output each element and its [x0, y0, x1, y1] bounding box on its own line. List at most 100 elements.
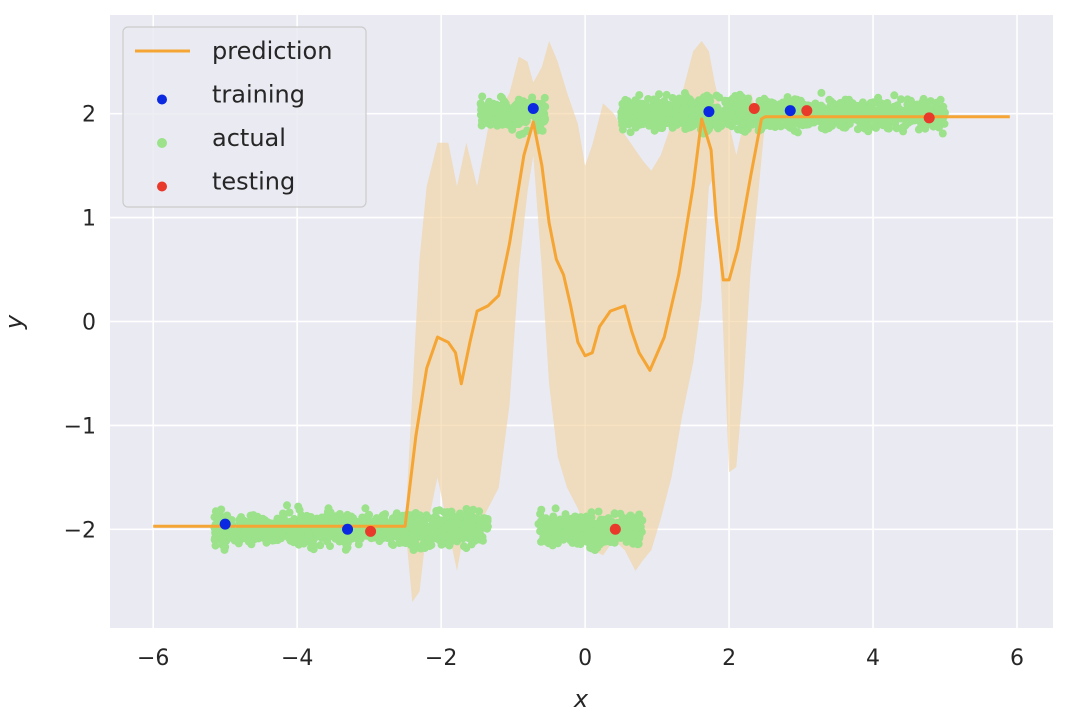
actual-point	[636, 109, 645, 117]
actual-point	[536, 517, 545, 526]
actual-point	[587, 508, 596, 517]
actual-point	[539, 533, 548, 542]
actual-point	[771, 118, 780, 127]
actual-point	[855, 102, 864, 110]
actual-point	[437, 516, 445, 525]
actual-point	[676, 112, 685, 121]
actual-point	[279, 509, 287, 518]
actual-point	[909, 106, 918, 115]
uncertainty-band-area	[405, 41, 766, 602]
actual-point	[594, 507, 603, 516]
actual-point	[778, 98, 787, 107]
actual-point	[650, 126, 659, 135]
actual-point	[655, 90, 663, 99]
actual-point	[540, 524, 549, 533]
actual-point	[210, 535, 219, 544]
actual-point	[596, 537, 605, 546]
actual-point	[221, 543, 230, 551]
actual-point	[508, 125, 517, 134]
actual-point	[442, 523, 451, 532]
actual-point	[217, 505, 226, 514]
x-tick-label: 0	[578, 646, 592, 671]
actual-point	[755, 96, 764, 105]
actual-point	[610, 509, 619, 518]
actual-point	[497, 114, 506, 122]
actual-point	[622, 532, 631, 541]
actual-point	[651, 116, 659, 125]
actual-point	[286, 518, 295, 527]
actual-point	[733, 125, 742, 134]
actual-point	[763, 107, 772, 116]
actual-point	[488, 108, 497, 117]
actual-point	[821, 125, 830, 134]
x-tick-label: −4	[281, 646, 313, 671]
y-tick-label: 1	[82, 207, 96, 232]
actual-point	[618, 120, 627, 129]
actual-point	[432, 507, 441, 515]
prediction-path	[153, 115, 1010, 528]
y-ticks: −2 −1 0 1 2	[64, 103, 96, 544]
actual-point	[361, 504, 370, 513]
actual-point	[380, 528, 389, 537]
actual-point	[456, 527, 465, 536]
actual-point	[936, 106, 944, 115]
actual-point	[240, 528, 249, 537]
actual-point	[659, 114, 668, 123]
x-tick-label: −2	[425, 646, 457, 671]
actual-point	[635, 531, 644, 540]
actual-point	[632, 102, 641, 111]
legend-box	[122, 26, 367, 208]
actual-point	[284, 533, 293, 542]
legend-label: testing	[212, 168, 295, 196]
legend-marker-point	[157, 181, 167, 192]
actual-point	[412, 511, 421, 520]
actual-point	[599, 516, 608, 524]
legend-marker-point	[157, 94, 167, 105]
actual-point	[299, 535, 308, 544]
actual-point	[620, 524, 629, 533]
actual-point	[482, 522, 490, 531]
actual-point	[230, 536, 239, 545]
actual-point	[343, 510, 352, 519]
actual-point	[228, 527, 237, 536]
actual-point	[478, 92, 487, 101]
testing-point	[609, 523, 621, 535]
testing-point	[748, 103, 760, 115]
actual-point	[817, 88, 826, 97]
actual-point	[846, 108, 855, 117]
actual-point	[438, 532, 447, 541]
actual-point	[476, 530, 485, 539]
actual-point	[500, 106, 509, 115]
actual-point	[790, 95, 799, 104]
actual-point	[479, 105, 488, 114]
actual-point	[906, 96, 915, 105]
actual-point	[666, 117, 675, 125]
actual-point	[411, 533, 420, 542]
actual-point	[910, 116, 919, 125]
actual-point	[668, 94, 677, 102]
actual-point	[498, 120, 507, 129]
actual-point	[653, 98, 662, 107]
actual-point	[629, 531, 638, 540]
actual-point	[575, 531, 584, 540]
actual-point	[308, 540, 317, 549]
legend-label: prediction	[212, 37, 332, 65]
x-tick-label: 2	[722, 646, 736, 671]
actual-point	[294, 502, 303, 511]
actual-point	[865, 122, 874, 131]
actual-point	[725, 110, 734, 119]
actual-point	[273, 528, 282, 537]
actual-point	[622, 112, 630, 121]
scatter-points	[219, 103, 935, 537]
actual-point	[706, 119, 715, 128]
actual-point	[273, 516, 282, 525]
actual-point	[451, 533, 460, 541]
actual-point	[388, 514, 397, 523]
actual-point	[554, 532, 562, 541]
actual-point	[763, 97, 772, 106]
actual-point	[887, 104, 896, 113]
actual-point	[924, 105, 933, 114]
actual-point	[551, 521, 560, 530]
actual-point	[836, 105, 845, 114]
actual-point	[594, 526, 603, 535]
